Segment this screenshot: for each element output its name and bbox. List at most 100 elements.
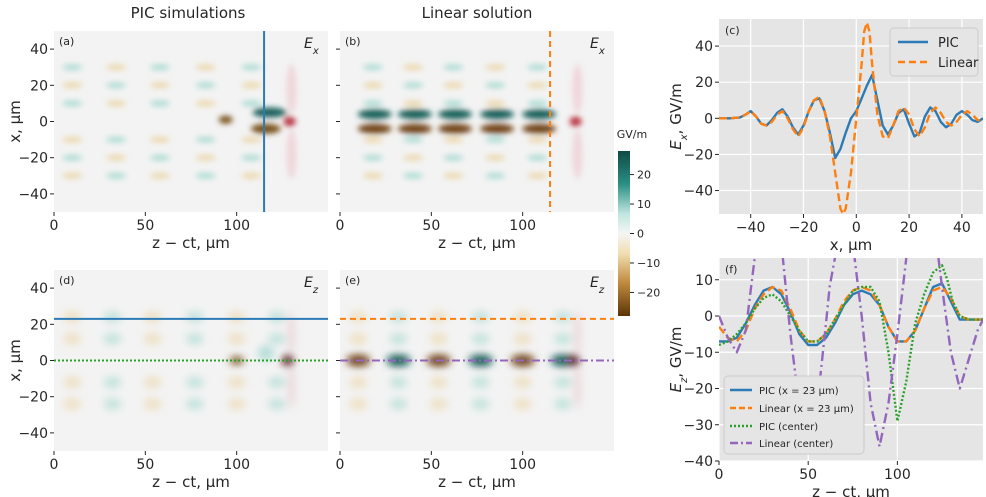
field-blob: [443, 172, 464, 179]
y-axis-label: x, μm: [6, 339, 24, 382]
field-blob: [471, 332, 490, 345]
field-blob: [485, 172, 506, 179]
x-tick-label: 100: [509, 218, 536, 234]
field-blob: [527, 82, 548, 89]
x-tick-label: 50: [136, 218, 154, 234]
field-blob: [62, 172, 83, 179]
x-tick-label: 100: [884, 467, 911, 483]
field-blob: [471, 311, 490, 324]
field-blob: [103, 397, 122, 410]
field-blob: [149, 172, 170, 179]
field-blob: [185, 311, 204, 324]
y-axis-label: x, μm: [6, 100, 24, 143]
x-tick-label: 50: [136, 457, 154, 473]
field-blob: [389, 332, 408, 345]
field-blob: [227, 376, 246, 389]
field-blob: [553, 311, 572, 324]
field-blob: [567, 354, 580, 367]
field-blob: [149, 136, 170, 143]
field-blob: [513, 397, 532, 410]
field-blob: [573, 365, 582, 410]
legend-c-linear-label: Linear: [938, 56, 979, 71]
x-axis-label: z − ct, μm: [152, 234, 230, 252]
field-blob: [106, 100, 127, 107]
field-blob: [386, 354, 411, 367]
field-blob: [513, 376, 532, 389]
series-line: [719, 21, 983, 214]
field-blob: [227, 311, 246, 324]
x-tick-label: −40: [736, 220, 766, 236]
field-blob: [362, 172, 383, 179]
field-blob: [195, 100, 216, 107]
field-blob: [149, 154, 170, 161]
y-tick-label: 40: [695, 39, 713, 55]
field-blob: [527, 64, 548, 71]
field-blob: [103, 376, 122, 389]
panel-d-cutlines: [54, 317, 328, 362]
field-blob: [527, 100, 548, 107]
field-blob: [527, 172, 548, 179]
panel-a-field: [62, 63, 297, 180]
field-blob: [349, 311, 368, 324]
colorbar-unit: GV/m: [617, 128, 647, 141]
field-blob: [403, 136, 424, 143]
field-blob: [349, 332, 368, 345]
y-tick-label: −30: [683, 418, 713, 434]
y-tick-label: 0: [39, 354, 48, 370]
panel-c-legend: PIC Linear: [889, 27, 979, 77]
colorbar-tick-label: −10: [637, 257, 660, 270]
field-blob: [429, 311, 448, 324]
field-blob: [286, 129, 297, 180]
panel-label: (b): [345, 35, 361, 48]
panel-e-cutlines: [340, 317, 614, 362]
x-tick-label: 50: [422, 457, 440, 473]
field-blob: [106, 136, 127, 143]
x-tick-label: 0: [50, 457, 59, 473]
field-blob: [62, 154, 83, 161]
colorbar-bar: [618, 151, 630, 316]
field-blob: [143, 397, 162, 410]
y-tick-label: −20: [18, 390, 48, 406]
field-blob: [267, 332, 286, 345]
field-blob: [485, 136, 506, 143]
y-tick-label: −40: [18, 426, 48, 442]
panel-f-lines: [719, 258, 983, 448]
field-blob: [471, 376, 490, 389]
x-tick-label: 100: [223, 457, 250, 473]
field-blob: [241, 100, 262, 107]
x-tick-label: 20: [900, 220, 918, 236]
field-blob: [389, 397, 408, 410]
field-blob: [106, 64, 127, 71]
y-tick-label: −20: [683, 147, 713, 163]
x-tick-label: 40: [953, 220, 971, 236]
x-tick-label: −20: [789, 220, 819, 236]
x-axis-label: z − ct, μm: [152, 473, 230, 491]
field-blob: [527, 154, 548, 161]
legend-f-picc-label: PIC (center): [759, 422, 818, 433]
field-blob: [403, 100, 424, 107]
field-blob: [357, 109, 392, 120]
colorbar-tick-label: 0: [637, 228, 644, 241]
field-blob: [362, 136, 383, 143]
field-blob: [429, 376, 448, 389]
field-blob: [553, 332, 572, 345]
legend-c-pic-label: PIC: [938, 36, 959, 51]
colorbar-tick-label: −20: [637, 286, 660, 299]
field-blob: [569, 116, 582, 127]
y-tick-label: 20: [30, 317, 48, 333]
field-blob: [362, 82, 383, 89]
field-blob: [438, 123, 473, 134]
field-blob: [357, 123, 392, 134]
field-blob: [286, 63, 297, 114]
field-blob: [389, 311, 408, 324]
field-blob: [572, 63, 583, 114]
field-blob: [257, 345, 274, 362]
field-blob: [62, 64, 83, 71]
y-tick-label: −20: [683, 382, 713, 398]
field-blob: [267, 376, 286, 389]
field-blob: [485, 64, 506, 71]
panel-c: −40 −20 0 20 40 40 20 0 −20 −40 x, μm Ex, GV/m (c) P…: [667, 19, 983, 254]
